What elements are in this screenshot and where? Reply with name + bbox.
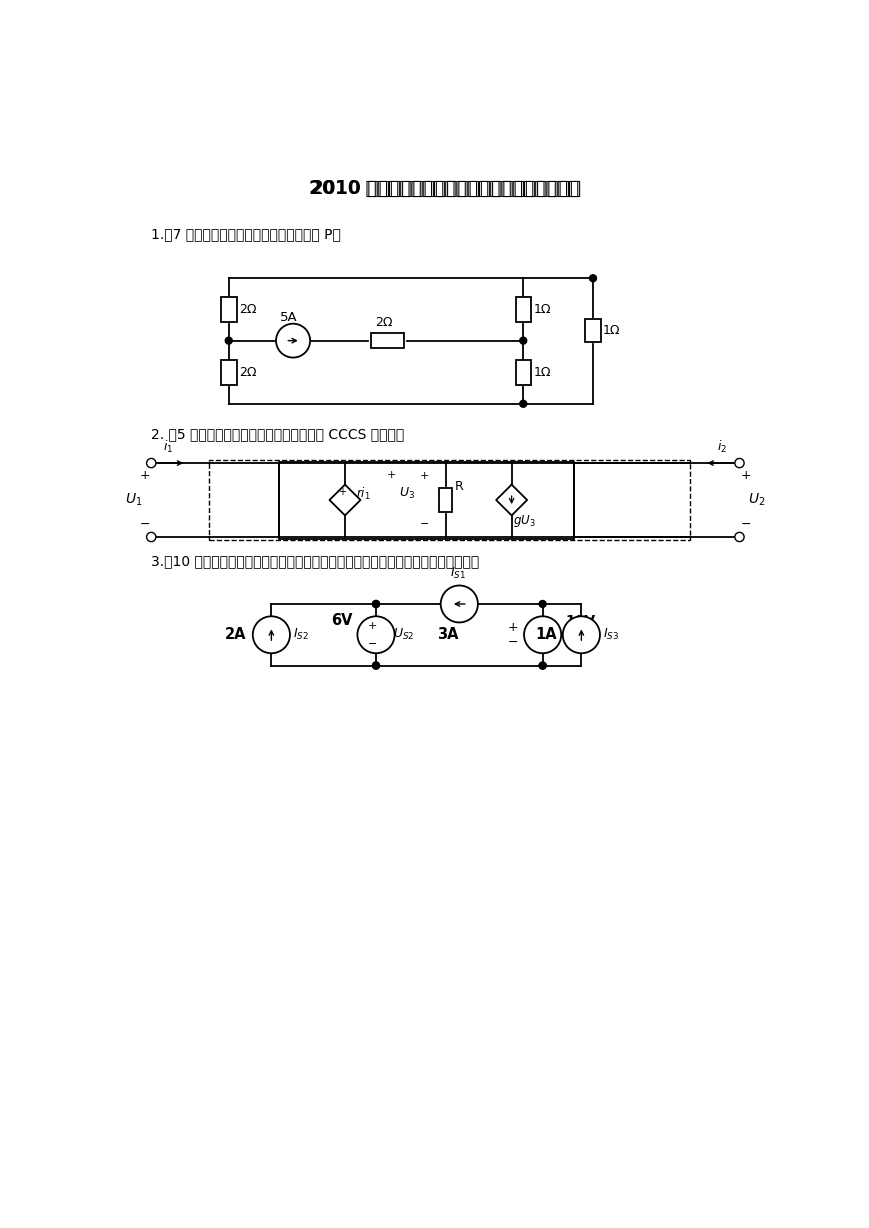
Text: $U_{S2}$: $U_{S2}$ <box>393 628 415 642</box>
Text: 2Ω: 2Ω <box>375 316 393 329</box>
Circle shape <box>225 338 232 344</box>
Circle shape <box>735 533 744 542</box>
Text: R: R <box>455 480 464 492</box>
Circle shape <box>524 616 561 653</box>
Bar <box>439 489 453 512</box>
Bar <box>371 333 404 349</box>
Text: 1.（7 分）求图示电路中电流源供出的功率 P。: 1.（7 分）求图示电路中电流源供出的功率 P。 <box>151 227 342 242</box>
Text: $I_{S1}$: $I_{S1}$ <box>450 566 466 581</box>
Bar <box>279 462 574 539</box>
Circle shape <box>539 600 546 608</box>
Bar <box>209 460 690 540</box>
Text: 2010 年福建华侨大学电工理论与新技术考研真题: 2010 年福建华侨大学电工理论与新技术考研真题 <box>312 178 579 198</box>
Text: 2. （5 分）试证明图示二端口网络端口具有 CCCS 的特性。: 2. （5 分）试证明图示二端口网络端口具有 CCCS 的特性。 <box>151 427 404 442</box>
Text: $I_{S3}$: $I_{S3}$ <box>603 628 620 642</box>
Text: +: + <box>740 469 751 483</box>
Circle shape <box>276 324 310 357</box>
Text: −: − <box>420 519 428 529</box>
Bar <box>585 319 600 343</box>
Circle shape <box>539 662 546 669</box>
Text: 1A: 1A <box>535 628 556 642</box>
Text: $U_2$: $U_2$ <box>748 492 766 508</box>
Text: 6V: 6V <box>331 614 353 629</box>
Text: $U_3$: $U_3$ <box>399 486 415 501</box>
Circle shape <box>253 616 290 653</box>
Text: −: − <box>368 639 377 650</box>
Bar <box>221 297 236 322</box>
Circle shape <box>147 533 156 542</box>
Text: $gU_3$: $gU_3$ <box>514 513 536 529</box>
Text: 2Ω: 2Ω <box>239 366 256 378</box>
Text: 2010 年福建华侨大学电工理论与新技术考研真题: 2010 年福建华侨大学电工理论与新技术考研真题 <box>309 178 581 198</box>
Circle shape <box>539 662 546 669</box>
Text: $i_1$: $i_1$ <box>163 440 174 456</box>
Circle shape <box>373 600 380 608</box>
Text: $U_{S1}$: $U_{S1}$ <box>566 639 587 653</box>
Text: 1Ω: 1Ω <box>534 303 551 316</box>
Text: +: + <box>387 470 396 480</box>
Text: +: + <box>507 620 518 634</box>
Text: 3A: 3A <box>437 628 459 642</box>
Bar <box>515 297 531 322</box>
Circle shape <box>373 662 380 669</box>
Text: −: − <box>507 636 518 648</box>
Circle shape <box>563 616 600 653</box>
Text: 2Ω: 2Ω <box>239 303 256 316</box>
Text: 5A: 5A <box>281 311 298 324</box>
Text: $i_2$: $i_2$ <box>718 440 727 456</box>
Text: $ri_1$: $ri_1$ <box>355 486 370 502</box>
Text: 1Ω: 1Ω <box>534 366 551 378</box>
Text: 2A: 2A <box>225 628 247 642</box>
Circle shape <box>520 400 527 408</box>
Bar <box>221 360 236 384</box>
Text: 3.（10 分）电路如图所示，求各个电源的功率（以吸收功率为正，供出功率为负）。: 3.（10 分）电路如图所示，求各个电源的功率（以吸收功率为正，供出功率为负）。 <box>151 555 480 569</box>
Circle shape <box>373 600 380 608</box>
Circle shape <box>373 662 380 669</box>
Text: +: + <box>338 488 346 497</box>
Circle shape <box>357 616 395 653</box>
Circle shape <box>589 275 596 281</box>
Polygon shape <box>329 485 361 516</box>
Circle shape <box>147 458 156 468</box>
Text: +: + <box>140 469 150 483</box>
Text: 1Ω: 1Ω <box>603 324 620 338</box>
Text: +: + <box>368 620 377 630</box>
Circle shape <box>441 586 478 623</box>
Text: −: − <box>740 518 751 530</box>
Text: 10V: 10V <box>566 614 596 628</box>
Bar <box>515 360 531 384</box>
Text: $U_1$: $U_1$ <box>125 492 143 508</box>
Polygon shape <box>496 485 527 516</box>
Circle shape <box>520 338 527 344</box>
Circle shape <box>735 458 744 468</box>
Text: +: + <box>420 470 428 480</box>
Text: $I_{S2}$: $I_{S2}$ <box>293 628 308 642</box>
Text: −: − <box>140 518 150 530</box>
